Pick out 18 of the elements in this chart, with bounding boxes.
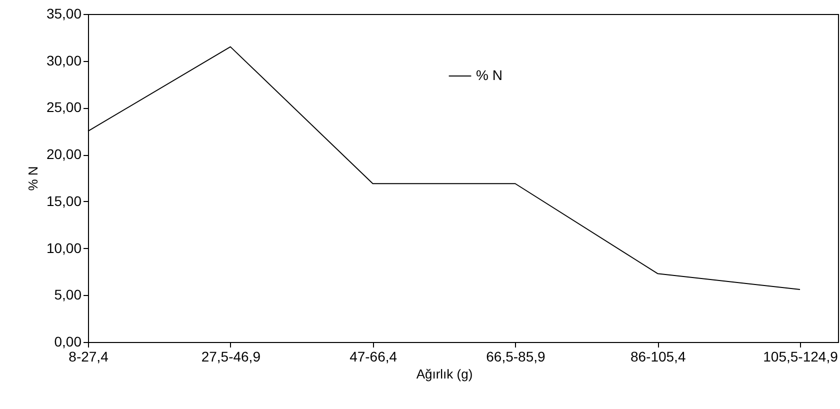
x-axis-title: Ağırlık (g) <box>416 366 473 382</box>
x-tick-label: 66,5-85,9 <box>486 348 546 364</box>
y-tick-label: 35,00 <box>46 6 82 22</box>
x-tick-label: 27,5-46,9 <box>201 348 261 364</box>
line-series <box>88 46 800 290</box>
y-tick-label: 30,00 <box>46 52 82 68</box>
x-tick-label: 47-66,4 <box>350 348 398 364</box>
y-tick-label: 20,00 <box>46 146 82 162</box>
legend-label: % N <box>476 67 502 83</box>
x-tick-label: 86-105,4 <box>630 348 686 364</box>
y-axis-title: % N <box>25 166 40 191</box>
y-tick-label: 0,00 <box>54 334 82 350</box>
y-tick-label: 25,00 <box>46 99 82 116</box>
y-tick-label: 5,00 <box>54 286 82 303</box>
y-tick-label: 15,00 <box>46 192 82 209</box>
x-tick-label: 8-27,4 <box>68 348 109 364</box>
y-tick-label: 10,00 <box>46 240 82 256</box>
x-tick-label: 105,5-124,9 <box>763 348 838 364</box>
